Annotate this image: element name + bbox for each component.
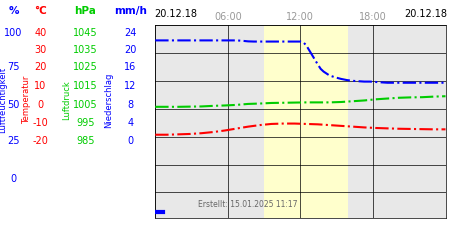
Text: 20.12.18: 20.12.18 bbox=[154, 9, 197, 19]
Text: 1005: 1005 bbox=[73, 100, 98, 110]
Text: 20.12.18: 20.12.18 bbox=[404, 9, 447, 19]
Text: -10: -10 bbox=[32, 118, 49, 128]
Text: %: % bbox=[8, 6, 19, 16]
Text: 0: 0 bbox=[37, 100, 44, 110]
Text: 16: 16 bbox=[124, 62, 137, 72]
Text: 75: 75 bbox=[7, 62, 20, 72]
Text: Erstellt: 15.01.2025 11:17: Erstellt: 15.01.2025 11:17 bbox=[198, 200, 298, 209]
Text: Niederschlag: Niederschlag bbox=[104, 72, 113, 128]
Text: 25: 25 bbox=[7, 136, 20, 146]
Text: 10: 10 bbox=[34, 81, 47, 91]
Text: Luftfeuchtigkeit: Luftfeuchtigkeit bbox=[0, 67, 7, 133]
Text: 1015: 1015 bbox=[73, 81, 98, 91]
Text: mm/h: mm/h bbox=[114, 6, 147, 16]
Text: 0: 0 bbox=[10, 174, 17, 184]
Text: 8: 8 bbox=[127, 100, 134, 110]
Text: 20: 20 bbox=[124, 45, 137, 55]
Text: 1035: 1035 bbox=[73, 45, 98, 55]
Text: 1025: 1025 bbox=[73, 62, 98, 72]
Text: Temperatur: Temperatur bbox=[22, 76, 32, 124]
Text: 20: 20 bbox=[34, 62, 47, 72]
Text: 985: 985 bbox=[76, 136, 95, 146]
Text: hPa: hPa bbox=[75, 6, 96, 16]
Text: 0: 0 bbox=[127, 136, 134, 146]
Text: Luftdruck: Luftdruck bbox=[62, 80, 71, 120]
Text: 12: 12 bbox=[124, 81, 137, 91]
Text: 30: 30 bbox=[34, 45, 47, 55]
Text: 995: 995 bbox=[76, 118, 95, 128]
Text: 40: 40 bbox=[34, 28, 47, 38]
Bar bbox=[264, 25, 348, 218]
Text: 4: 4 bbox=[127, 118, 134, 128]
Text: °C: °C bbox=[34, 6, 47, 16]
Text: 24: 24 bbox=[124, 28, 137, 38]
Text: 50: 50 bbox=[7, 100, 20, 110]
Text: 100: 100 bbox=[4, 28, 22, 38]
Text: 1045: 1045 bbox=[73, 28, 98, 38]
Text: -20: -20 bbox=[32, 136, 49, 146]
